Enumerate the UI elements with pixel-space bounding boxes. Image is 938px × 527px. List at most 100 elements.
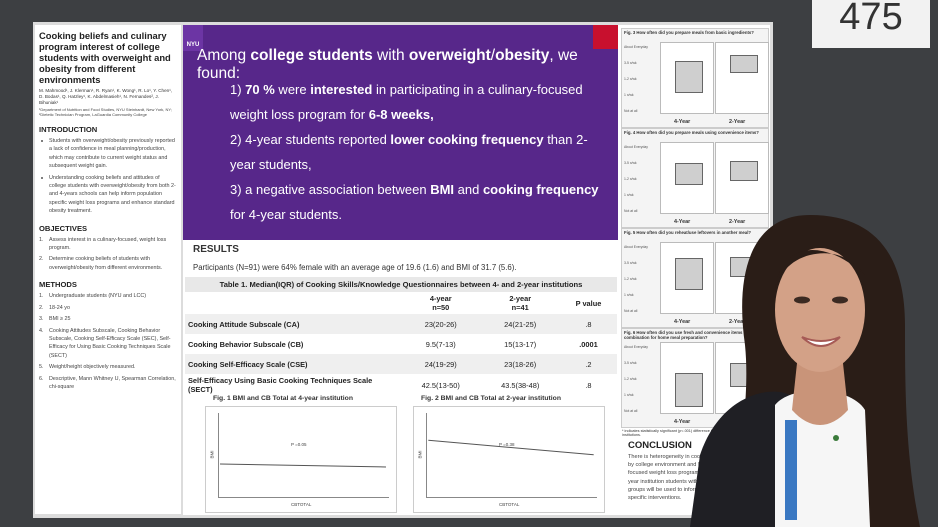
item-marker: 1. [39,293,44,300]
item-marker: 2. [39,256,44,263]
table-cell: .0001 [579,339,598,349]
text-run: than 2-year students, [230,132,588,172]
level-label: Not at all [624,409,638,413]
box [730,55,758,73]
level-label: 1-2 x/wk [624,377,637,381]
item-text: Weight/height objectively measured. [49,364,136,371]
group-label: 2-Year [729,219,746,225]
item-marker: 5. [39,364,44,371]
plot-pane [660,142,714,214]
figure-title: Fig. 2 BMI and CB Total at 2-year instit… [421,395,561,402]
headline: Among college students with overweight/o… [197,47,617,83]
section: OBJECTIVES 1. Assess interest in a culinar… [39,224,177,273]
text-run: Among [197,47,251,64]
left-column: Cooking beliefs and culinary program int… [35,25,181,514]
text-run: / [490,47,496,64]
text-run: and [454,182,483,197]
text-run: for 4-year students. [230,207,342,222]
face [775,248,865,372]
level-label: 1 x/wk [624,293,634,297]
column-group: P value [575,298,602,308]
group-label: 4-Year [674,319,691,325]
panel-title: Fig. 5 How often did you reheat/use left… [624,230,752,235]
lanyard [785,420,797,520]
p-value: P =0.38 [499,442,515,447]
list-item: 5. Weight/height objectively measured. [39,363,177,371]
panel-title: Fig. 6 How often did you use fresh and c… [624,330,748,340]
plot-area [218,413,389,498]
level-label: 1 x/wk [624,193,634,197]
level-label: 3-5 x/wk [624,161,637,165]
box [730,161,758,181]
box [675,163,703,185]
text-run: interested [310,82,373,97]
text-run: college students [250,47,373,64]
section-list: Students with overweight/obesity previou… [39,137,177,216]
list-item: Understanding cooking beliefs and attitu… [39,174,177,216]
box-plot-panel: Fig. 3 How often did you prepare meals f… [621,28,769,128]
text-run: lower cooking frequency [390,132,544,147]
item-text: Undergraduate students (NYU and LCC) [49,293,147,300]
level-label: 1 x/wk [624,93,634,97]
finding: 1) 70 % were interested in participating… [230,77,610,127]
text-run: 70 % [245,82,275,97]
group-label: 4-Year [674,219,691,225]
level-label: Not at all [624,309,638,313]
level-label: About Everyday [624,345,648,349]
lagcc-logo [593,25,618,49]
level-label: 3-5 x/wk [624,261,637,265]
finding: 2) 4-year students reported lower cookin… [230,127,610,177]
item-text: Assess interest in a culinary-focused, w… [49,236,167,252]
level-label: 1-2 x/wk [624,177,637,181]
results-heading: RESULTS [193,244,239,255]
text-run: BMI [430,182,455,197]
table-cell: 24(19-29) [401,354,481,374]
box-plot-panel: Fig. 4 How often did you prepare meals u… [621,128,769,228]
affiliations: ¹Department of Nutrition and Food Studie… [39,107,172,117]
box-plot-panel: Fig. 5 How often did you reheat/use left… [621,228,769,328]
plot-pane [660,242,714,314]
section-heading: METHODS [39,280,77,290]
item-text: Determine cooking beliefs of students wi… [49,256,163,271]
table-cell: 24(21-25) [480,314,560,334]
box [675,373,703,407]
text-run: with [372,47,409,64]
plot-pane [660,342,714,414]
participants: Participants (N=91) were 64% female with… [193,263,517,272]
level-label: 3-5 x/wk [624,61,637,65]
item-marker: 2. [39,304,44,311]
item-text: Cooking Attitudes Subscale, Cooking Beha… [49,327,171,359]
finding: 3) a negative association between BMI an… [230,177,610,227]
group-label: 4-Year [674,119,691,125]
smile [801,336,841,347]
level-label: About Everyday [624,145,648,149]
text-run: 1) [230,82,246,97]
table-row: Self-Efficacy Using Basic Cooking Techni… [185,374,617,396]
section: INTRODUCTION Students with overweight/obe… [39,125,177,216]
level-label: Not at all [624,209,638,213]
list-item: 2. Determine cooking beliefs of students … [39,255,177,272]
table-cell: .2 [559,354,617,374]
list-item: 4. Cooking Attitudes Subscale, Cooking Be… [39,327,177,361]
column-n: n=50 [432,303,450,312]
text-run: obesity [495,47,550,64]
list-item: 1. Assess interest in a culinary-focused,… [39,236,177,253]
panel-title: Fig. 4 How often did you prepare meals u… [624,130,759,135]
results-table: Table 1. Median(IQR) of Cooking Skills/K… [185,277,617,396]
item-marker: 1. [39,236,44,243]
group-label: 4-Year [674,419,691,425]
table-cell: 23(18-26) [480,354,560,374]
item-text: BMI ≥ 25 [49,316,71,323]
authors: M. Mahmood¹, J. Klerman¹, R. Ryan¹, K. W… [39,88,173,105]
header-cell [185,292,401,314]
nyu-logo: NYU [183,25,203,51]
figure-title: Fig. 1 BMI and CB Total at 4-year instit… [213,395,353,402]
column-group: 4-year [429,294,452,303]
results-panel: RESULTS Participants (N=91) were 64% fem… [183,240,618,515]
y-axis-label: BMI [209,450,215,459]
level-label: 1-2 x/wk [624,277,637,281]
group-label: 2-Year [729,319,746,325]
panel-title: Fig. 3 How often did you prepare meals f… [624,30,754,35]
section-list: 1. Undergraduate students (NYU and LCC) 2.… [39,292,177,391]
table-title: Table 1. Median(IQR) of Cooking Skills/K… [185,277,617,292]
